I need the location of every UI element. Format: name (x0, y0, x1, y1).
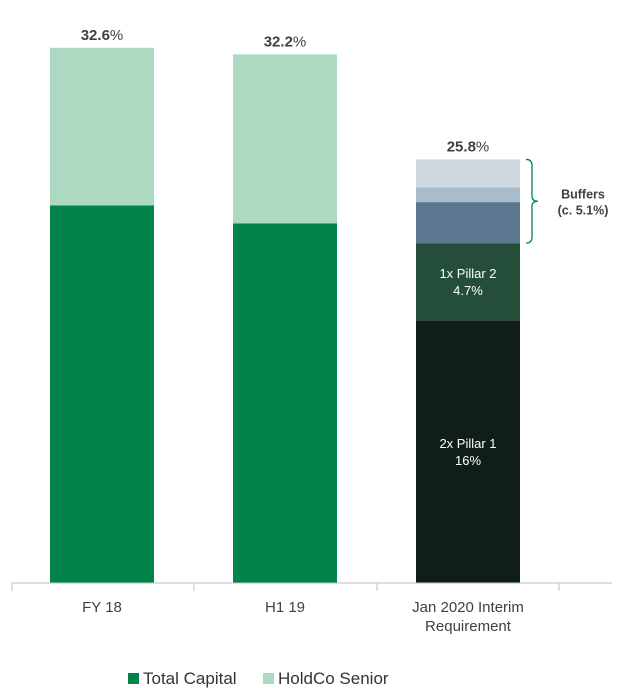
requirement-segment (416, 243, 520, 321)
x-axis-ticks: FY 18 H1 19 Jan 2020 Interim Requirement (11, 583, 560, 635)
total-label: 25.8% (447, 138, 490, 155)
requirement-segment (416, 187, 520, 203)
total-label: 32.6% (81, 27, 124, 44)
x-tick-label: FY 18 (82, 599, 122, 616)
total-unit: % (110, 27, 123, 44)
buffers-label: Buffers (561, 187, 605, 201)
requirement-segment (416, 320, 520, 583)
bar-holdco-senior (233, 54, 337, 224)
legend-label: HoldCo Senior (278, 669, 389, 688)
total-unit: % (293, 33, 306, 50)
total-unit: % (476, 138, 489, 155)
legend-swatch (128, 673, 139, 684)
x-tick-label: Requirement (425, 618, 512, 635)
x-tick-label: H1 19 (265, 599, 305, 616)
requirement-segment (416, 202, 520, 244)
x-tick-label: Jan 2020 Interim (412, 599, 524, 616)
segment-label: 4.7% (453, 283, 483, 298)
bars-layer (50, 47, 520, 583)
legend-label: Total Capital (143, 669, 237, 688)
total-value: 25.8 (447, 138, 476, 155)
bar-total-capital (233, 223, 337, 583)
segment-label: 1x Pillar 2 (439, 266, 496, 281)
legend-swatch (263, 673, 274, 684)
buffers-bracket: Buffers (c. 5.1%) (525, 158, 609, 244)
legend: Total Capital HoldCo Senior (128, 669, 389, 688)
bar-total-capital (50, 205, 154, 583)
bar-holdco-senior (50, 47, 154, 206)
buffers-label: (c. 5.1%) (558, 203, 609, 217)
segment-label: 16% (455, 453, 481, 468)
requirement-segment (416, 159, 520, 188)
total-label: 32.2% (264, 33, 307, 50)
total-value: 32.6 (81, 27, 110, 44)
labels-layer: 32.6% 32.2%2x Pillar 116%1x Pillar 24.7%2… (81, 27, 497, 468)
total-value: 32.2 (264, 33, 293, 50)
bracket-path (525, 158, 539, 244)
segment-label: 2x Pillar 1 (439, 436, 496, 451)
